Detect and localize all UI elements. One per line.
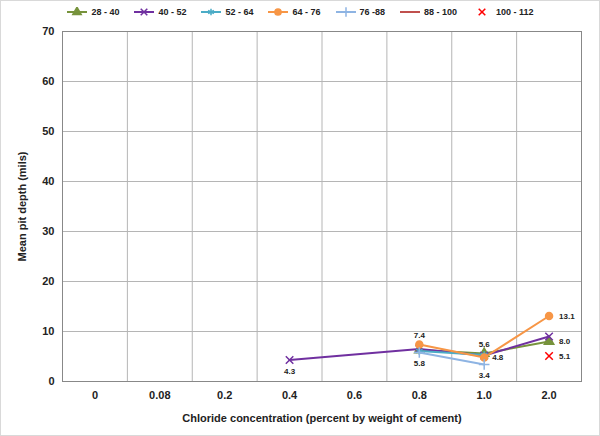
svg-text:70: 70 [42,25,54,37]
html-text:76 -88: 76 -88 [359,7,385,17]
svg-text:10: 10 [42,325,54,337]
html-text:40 - 52: 40 - 52 [158,7,187,17]
svg-text:13.1: 13.1 [559,312,575,321]
svg-text:5.1: 5.1 [559,352,571,361]
svg-text:1.0: 1.0 [477,389,492,401]
svg-text:0.8: 0.8 [412,389,427,401]
svg-text:7.4: 7.4 [414,331,426,340]
svg-text:Chloride concentration (percen: Chloride concentration (percent by weigh… [182,412,462,424]
svg-text:3.4: 3.4 [479,371,491,380]
svg-text:5.8: 5.8 [414,359,426,368]
svg-text:30: 30 [42,225,54,237]
svg-text:0.6: 0.6 [347,389,362,401]
svg-text:0: 0 [48,375,54,387]
html-text:52 - 64: 52 - 64 [225,7,254,17]
html-text:64 - 76: 64 - 76 [292,7,321,17]
svg-text:0.2: 0.2 [217,389,232,401]
svg-text:5.6: 5.6 [479,340,491,349]
svg-text:20: 20 [42,275,54,287]
svg-text:60: 60 [42,75,54,87]
svg-text:0.4: 0.4 [282,389,298,401]
svg-text:4.8: 4.8 [492,353,504,362]
html-text:100 - 112: 100 - 112 [496,7,534,17]
svg-text:0.08: 0.08 [149,389,170,401]
svg-text:Mean pit depth (mils): Mean pit depth (mils) [16,151,28,261]
html-text:28 - 40: 28 - 40 [91,7,120,17]
svg-text:2.0: 2.0 [541,389,556,401]
html-text:88 - 100: 88 - 100 [424,7,458,17]
svg-text:4.3: 4.3 [284,367,296,376]
svg-text:0: 0 [92,389,98,401]
svg-text:8.0: 8.0 [559,337,571,346]
svg-text:50: 50 [42,125,54,137]
svg-text:40: 40 [42,175,54,187]
